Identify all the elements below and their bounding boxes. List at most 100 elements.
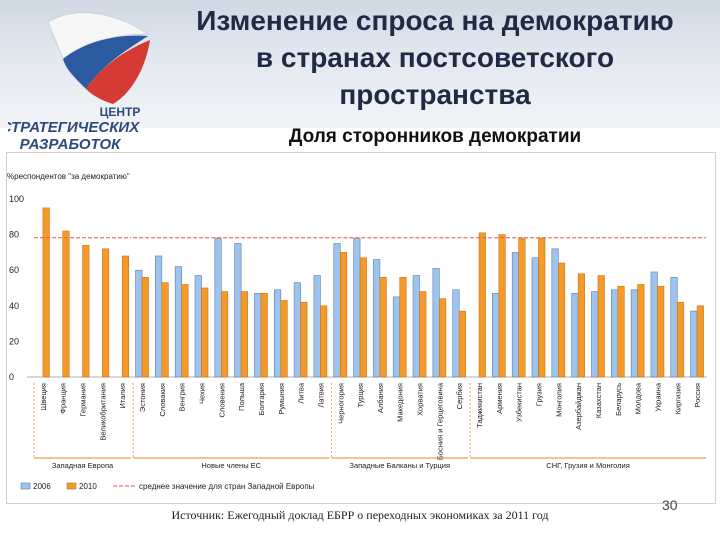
page-number: 30 — [662, 497, 678, 513]
logo-line1: ЦЕНТР — [100, 105, 141, 119]
y-tick-label: 60 — [9, 265, 19, 275]
bar-2006-33 — [690, 310, 698, 378]
bar-2006-12 — [273, 289, 282, 378]
bar-2006-26 — [551, 248, 559, 378]
x-tick-label: Словения — [217, 383, 226, 418]
bar-2006-23 — [492, 293, 500, 378]
group-label-3: СНГ, Грузия и Монголия — [546, 461, 630, 470]
chart-container: %респондентов "за демократию" 0 20 40 60 80 1… — [6, 152, 716, 504]
bar-2010-16 — [359, 257, 367, 378]
bar-2006-25 — [531, 257, 539, 378]
bar-2010-12 — [280, 300, 288, 378]
bar-2006-17 — [373, 259, 381, 378]
bar-2006-16 — [353, 237, 361, 378]
x-tick-label: Италия — [118, 383, 127, 409]
bar-2010-14 — [320, 305, 328, 378]
x-tick-label: Болгария — [257, 383, 266, 415]
bar-2010-33 — [696, 305, 704, 378]
bar-2010-3 — [102, 248, 110, 378]
x-tick-label: Таджикистан — [475, 383, 484, 428]
x-tick-label: Венгрия — [178, 383, 187, 411]
x-tick-label: Узбекистан — [515, 383, 524, 422]
bar-2006-30 — [630, 289, 638, 378]
bar-2006-8 — [194, 275, 202, 378]
title-line-3: пространства — [339, 79, 531, 110]
bar-2010-8 — [201, 287, 209, 378]
bar-2006-18 — [392, 296, 401, 378]
title-line-2: в странах постсоветского — [255, 42, 615, 73]
bar-2010-15 — [339, 252, 348, 378]
group-label-1: Новые члены ЕС — [201, 461, 261, 470]
title-line-1: Изменение спроса на демократию — [196, 5, 674, 36]
flag-swoosh-blue — [63, 35, 148, 89]
bar-2010-1 — [62, 230, 70, 378]
legend-swatch-2006 — [20, 482, 31, 490]
bar-2010-23 — [498, 234, 506, 378]
bar-2010-17 — [379, 277, 387, 378]
bar-2010-11 — [260, 293, 268, 378]
x-tick-label: Великобритания — [98, 383, 107, 441]
x-tick-label: Казахстан — [594, 383, 603, 418]
bar-2010-4 — [121, 255, 130, 378]
bar-2006-24 — [511, 252, 519, 378]
bar-2010-25 — [538, 237, 546, 378]
x-tick-label: Молдова — [634, 382, 643, 414]
bar-2006-14 — [313, 275, 321, 378]
x-tick-label: Грузия — [535, 383, 544, 406]
logo: ЦЕНТР СТРАТЕГИЧЕСКИХ РАЗРАБОТОК — [8, 12, 150, 153]
source-note: Источник: Ежегодный доклад ЕБРР о перехо… — [171, 508, 549, 522]
x-tick-label: Босния и Герцеговина — [435, 382, 444, 460]
x-tick-label: Польша — [237, 382, 246, 411]
bar-2006-15 — [333, 243, 341, 378]
bar-2010-13 — [300, 301, 308, 378]
x-tick-label: Беларусь — [614, 383, 623, 416]
bar-2010-28 — [597, 275, 605, 378]
group-label-2: Западные Балканы и Турция — [349, 461, 450, 470]
bar-2010-19 — [419, 291, 427, 378]
x-tick-label: Литва — [297, 382, 306, 403]
bar-2006-29 — [610, 289, 619, 378]
bar-2010-20 — [439, 298, 447, 378]
bar-2006-7 — [174, 266, 182, 378]
bar-2006-13 — [293, 282, 301, 378]
x-tick-label: Македония — [396, 383, 405, 422]
bar-2010-30 — [637, 284, 645, 378]
bar-2006-11 — [254, 293, 262, 378]
bar-2006-27 — [571, 293, 579, 378]
y-tick-label: 20 — [9, 336, 19, 346]
bar-2010-29 — [617, 285, 625, 378]
bar-2006-21 — [452, 289, 460, 378]
bar-2010-32 — [676, 301, 685, 378]
legend-swatch-2010 — [66, 482, 77, 490]
x-tick-label: Албания — [376, 383, 385, 413]
x-tick-label: Киргизия — [673, 383, 682, 414]
chart-subtitle: Доля сторонников демократии — [288, 126, 582, 147]
x-tick-label: Франция — [59, 383, 68, 414]
bar-2006-10 — [234, 243, 242, 378]
bar-2010-18 — [399, 277, 407, 378]
x-tick-label: Армения — [495, 383, 504, 414]
bar-2010-0 — [42, 207, 50, 378]
bar-2010-2 — [82, 244, 90, 378]
bar-2010-5 — [141, 277, 149, 378]
x-tick-label: Турция — [356, 383, 365, 408]
x-tick-label: Азербайджан — [574, 383, 583, 430]
x-tick-label: Латвия — [316, 383, 325, 408]
x-tick-label: Швеция — [39, 383, 48, 411]
flag-swoosh-red — [86, 40, 150, 104]
x-tick-label: Монголия — [554, 383, 563, 417]
bar-2006-9 — [214, 237, 222, 378]
x-tick-label: Хорватия — [416, 383, 425, 416]
legend-label-2006: 2006 — [33, 482, 51, 491]
logo-line3: РАЗРАБОТОК — [20, 136, 123, 153]
bar-2010-21 — [458, 310, 467, 378]
x-tick-label: Россия — [693, 383, 702, 408]
bar-2006-32 — [670, 277, 678, 378]
bar-2006-31 — [650, 271, 658, 378]
bar-2006-5 — [135, 269, 143, 378]
bar-2010-9 — [221, 291, 229, 378]
bar-2006-6 — [155, 255, 163, 378]
bar-2010-7 — [181, 284, 189, 378]
legend-reference-label: среднее значение для стран Западной Евро… — [139, 482, 315, 491]
logo-line2: СТРАТЕГИЧЕСКИХ — [8, 119, 140, 136]
